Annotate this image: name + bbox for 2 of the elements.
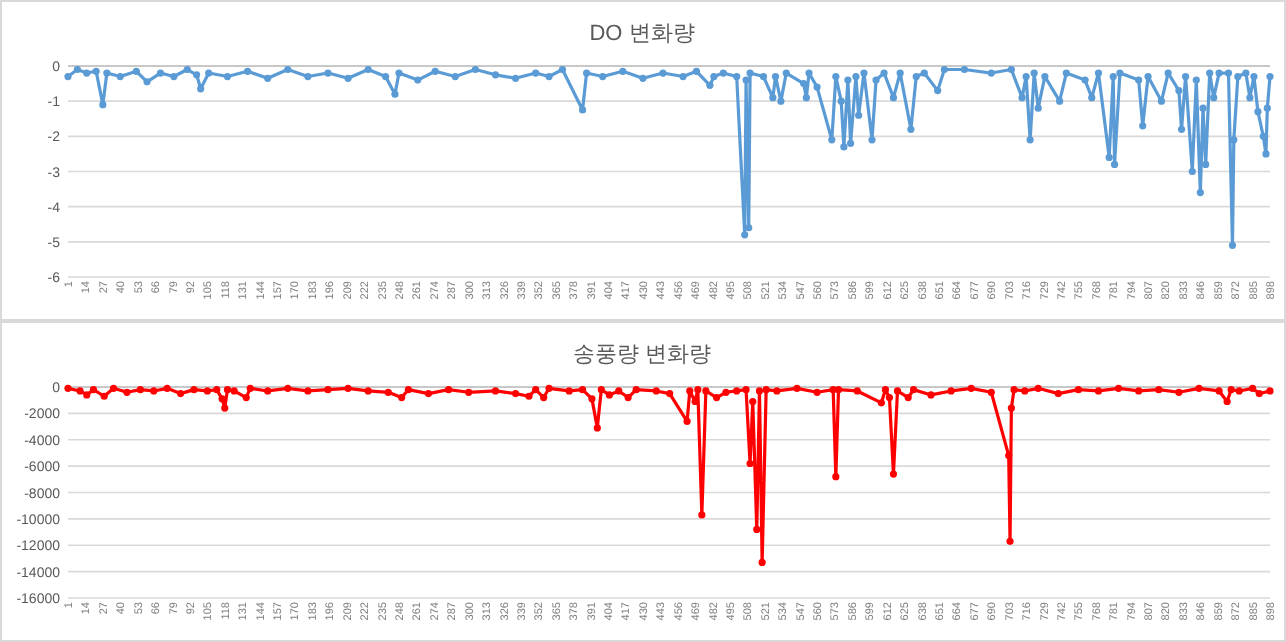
- chart-title: 송풍량 변화량: [572, 343, 712, 367]
- chart-title: DO 변화량: [589, 22, 695, 46]
